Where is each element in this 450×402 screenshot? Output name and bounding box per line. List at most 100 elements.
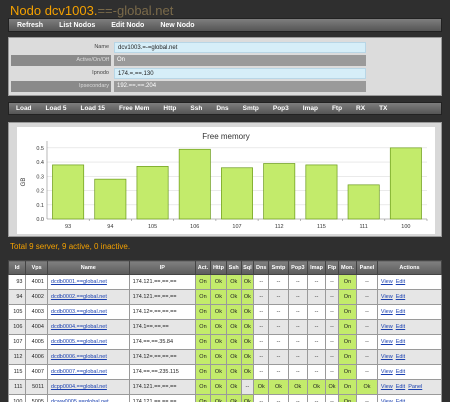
cell-imap: -- — [306, 319, 327, 335]
tab-rx[interactable]: RX — [356, 105, 366, 112]
view-link[interactable]: View — [380, 324, 393, 330]
cell-sql: -- — [240, 379, 255, 395]
cell-ssh: Ok — [225, 319, 242, 335]
view-link[interactable]: View — [380, 399, 393, 402]
edit-link[interactable]: Edit — [395, 339, 406, 345]
tab-ftp[interactable]: Ftp — [331, 105, 343, 112]
view-link[interactable]: View — [380, 309, 393, 315]
tab-ssh[interactable]: Ssh — [190, 105, 203, 112]
cell-http: Ok — [210, 289, 227, 305]
edit-link[interactable]: Edit — [395, 294, 406, 300]
cell-mon: On — [337, 274, 358, 290]
tab-load[interactable]: Load — [16, 105, 32, 112]
info-row-name: Name dcv1003.=-=global.net — [9, 42, 441, 53]
node-name-link[interactable]: dcdb0004.==global.net — [50, 324, 107, 330]
cell-ip: 174.1==.==.== — [128, 319, 196, 335]
tab-load15[interactable]: Load 15 — [80, 105, 106, 112]
edit-link[interactable]: Edit — [395, 354, 406, 360]
menu-new-nodo[interactable]: New Nodo — [160, 22, 195, 29]
cell-ftp: -- — [325, 394, 339, 402]
view-link[interactable]: View — [380, 294, 393, 300]
cell-id: 100 — [7, 394, 27, 402]
cell-ip: 174.121.==.==.== — [128, 394, 196, 402]
cell-ftp: Ok — [325, 379, 339, 395]
menu-refresh[interactable]: Refresh — [17, 22, 44, 29]
panel-link[interactable]: Panel — [408, 384, 423, 390]
cell-panel: -- — [356, 274, 378, 290]
tab-smtp[interactable]: Smtp — [242, 105, 259, 112]
node-name-link[interactable]: dcww0005.==global.net — [50, 399, 109, 402]
node-name-link[interactable]: dcdb0003.==global.net — [50, 309, 107, 315]
y-tick-label: 0.3 — [36, 174, 44, 180]
x-tick-label: 107 — [232, 224, 241, 230]
column-header: Panel — [356, 260, 378, 275]
menu-list-nodos[interactable]: List Nodos — [59, 22, 96, 29]
cell-ftp: -- — [325, 304, 339, 320]
cell-pop3: -- — [287, 394, 308, 402]
edit-link[interactable]: Edit — [395, 309, 406, 315]
cell-http: Ok — [210, 364, 227, 380]
cell-actions: View Edit — [376, 319, 443, 335]
info-value-name: dcv1003.=-=global.net — [114, 42, 366, 53]
tab-dns[interactable]: Dns — [216, 105, 229, 112]
tab-tx[interactable]: TX — [379, 105, 388, 112]
tab-free-mem[interactable]: Free Mem — [119, 105, 150, 112]
node-name-link[interactable]: dcdb0005.==global.net — [50, 339, 107, 345]
cell-sql: Ok — [240, 349, 255, 365]
x-tick-label: 105 — [148, 224, 157, 230]
cell-id: 107 — [7, 334, 27, 350]
view-link[interactable]: View — [380, 279, 393, 285]
y-tick-label: 0.0 — [36, 217, 44, 223]
cell-ftp: -- — [325, 319, 339, 335]
view-link[interactable]: View — [380, 369, 393, 375]
cell-act: On — [194, 349, 212, 365]
bar — [52, 164, 85, 220]
cell-ssh: Ok — [225, 349, 242, 365]
cell-pop3: -- — [287, 304, 308, 320]
tab-imap[interactable]: Imap — [302, 105, 318, 112]
table-row: 115 4007 dcdb0007.==global.net 174.==.==.23… — [7, 364, 443, 380]
cell-imap: Ok — [306, 379, 327, 395]
info-label-ipsecondary: Ipsecondary — [11, 81, 111, 92]
top-menu: Refresh List Nodos Edit Nodo New Nodo — [8, 18, 442, 32]
menu-edit-nodo[interactable]: Edit Nodo — [111, 22, 145, 29]
bar — [94, 178, 127, 220]
tab-pop3[interactable]: Pop3 — [272, 105, 289, 112]
cell-vps: 4005 — [25, 334, 48, 350]
info-label-name: Name — [94, 44, 109, 50]
y-tick-label: 0.4 — [36, 160, 44, 166]
cell-dns: Ok — [253, 379, 270, 395]
node-name-link[interactable]: dcdb0007.==global.net — [50, 369, 107, 375]
cell-sql: Ok — [240, 289, 255, 305]
edit-link[interactable]: Edit — [395, 399, 406, 402]
view-link[interactable]: View — [380, 339, 393, 345]
view-link[interactable]: View — [380, 384, 393, 390]
cell-name: dcdb0007.==global.net — [46, 364, 130, 380]
edit-link[interactable]: Edit — [395, 369, 406, 375]
cell-http: Ok — [210, 304, 227, 320]
x-tick-label: 93 — [65, 224, 71, 230]
edit-link[interactable]: Edit — [395, 384, 406, 390]
edit-link[interactable]: Edit — [395, 279, 406, 285]
node-name-link[interactable]: dcdb0001.==global.net — [50, 279, 107, 285]
cell-panel: Ok — [356, 379, 378, 395]
cell-ip: 174.==.==.235.115 — [128, 364, 196, 380]
cell-pop3: -- — [287, 274, 308, 290]
edit-link[interactable]: Edit — [395, 324, 406, 330]
node-name-link[interactable]: dcdb0006.==global.net — [50, 354, 107, 360]
node-name-link[interactable]: dcpp0004.==global.net — [50, 384, 107, 390]
column-header: Ssh — [225, 260, 242, 275]
tab-load5[interactable]: Load 5 — [45, 105, 67, 112]
cell-imap: -- — [306, 394, 327, 402]
node-name-link[interactable]: dcdb0002.==global.net — [50, 294, 107, 300]
cell-name: dcww0005.==global.net — [46, 394, 130, 402]
cell-act: On — [194, 289, 212, 305]
info-label-ipnodo: Ipnodo — [92, 70, 109, 76]
table-row: 112 4006 dcdb0006.==global.net 174.12=.==.=… — [7, 349, 443, 365]
view-link[interactable]: View — [380, 354, 393, 360]
cell-name: dcdb0006.==global.net — [46, 349, 130, 365]
cell-vps: 5005 — [25, 394, 48, 402]
column-header: Act. — [194, 260, 212, 275]
y-tick-label: 0.1 — [36, 203, 44, 209]
tab-http[interactable]: Http — [163, 105, 177, 112]
